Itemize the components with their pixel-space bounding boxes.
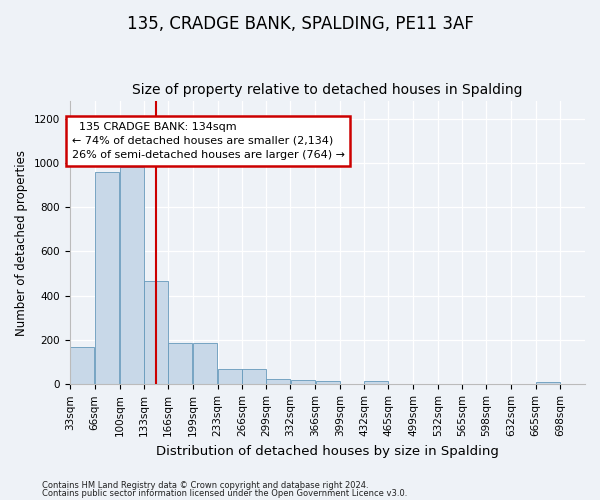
Text: 135, CRADGE BANK, SPALDING, PE11 3AF: 135, CRADGE BANK, SPALDING, PE11 3AF xyxy=(127,15,473,33)
X-axis label: Distribution of detached houses by size in Spalding: Distribution of detached houses by size … xyxy=(156,444,499,458)
Bar xyxy=(242,369,266,384)
Bar xyxy=(290,380,314,384)
Text: Contains HM Land Registry data © Crown copyright and database right 2024.: Contains HM Land Registry data © Crown c… xyxy=(42,480,368,490)
Bar xyxy=(218,369,242,384)
Title: Size of property relative to detached houses in Spalding: Size of property relative to detached ho… xyxy=(132,83,523,97)
Bar xyxy=(70,346,94,385)
Y-axis label: Number of detached properties: Number of detached properties xyxy=(15,150,28,336)
Bar xyxy=(144,282,168,385)
Bar xyxy=(193,344,217,384)
Text: 135 CRADGE BANK: 134sqm
← 74% of detached houses are smaller (2,134)
26% of semi: 135 CRADGE BANK: 134sqm ← 74% of detache… xyxy=(72,122,345,160)
Bar xyxy=(266,379,290,384)
Bar xyxy=(120,168,144,384)
Bar xyxy=(364,381,388,384)
Bar xyxy=(536,382,560,384)
Bar xyxy=(316,381,340,384)
Text: Contains public sector information licensed under the Open Government Licence v3: Contains public sector information licen… xyxy=(42,489,407,498)
Bar xyxy=(95,172,119,384)
Bar xyxy=(169,344,193,384)
